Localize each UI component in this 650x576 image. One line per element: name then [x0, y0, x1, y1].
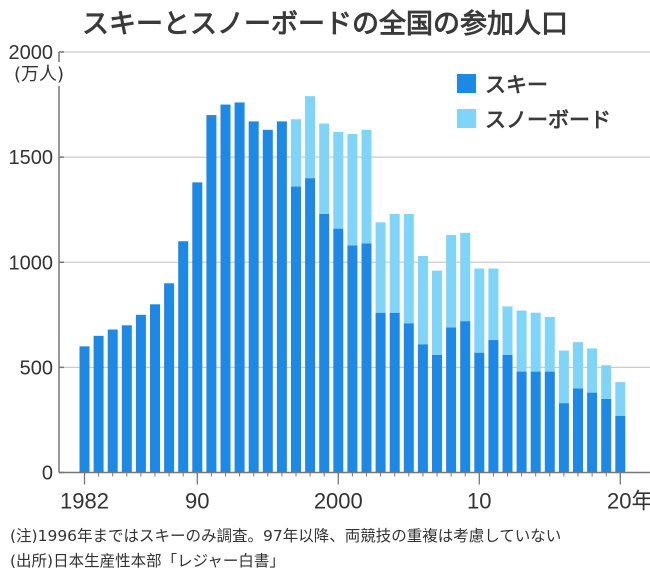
- legend-label-snowboard: スノーボード: [485, 108, 611, 132]
- bar-snowboard-2013: [516, 310, 527, 372]
- chart-title: スキーとスノーボードの全国の参加人口: [82, 9, 568, 40]
- legend-label-ski: スキー: [485, 73, 548, 97]
- bar-snowboard-2005: [403, 213, 414, 324]
- bar-snowboard-2004: [389, 213, 400, 313]
- bar-snowboard-2009: [460, 232, 471, 322]
- bar-ski-2007: [432, 354, 442, 473]
- bar-ski-1990: [192, 182, 203, 473]
- bar-snowboard-1999: [319, 123, 330, 214]
- bars: [79, 96, 626, 473]
- bar-ski-1986: [135, 314, 146, 473]
- bar-ski-1984: [107, 329, 118, 473]
- bar-ski-2011: [488, 340, 499, 473]
- bar-snowboard-2011: [488, 268, 499, 341]
- bar-ski-1997: [291, 186, 301, 473]
- x-tick-label: 90: [185, 489, 209, 514]
- bar-ski-1988: [164, 283, 175, 473]
- bar-ski-1994: [248, 121, 259, 473]
- x-tick-label: 20年: [607, 489, 650, 514]
- bar-snowboard-2006: [417, 255, 428, 345]
- bar-ski-2009: [460, 321, 471, 473]
- bar-ski-2018: [587, 392, 598, 473]
- x-tick-label: 10: [467, 489, 491, 514]
- bar-ski-2015: [544, 371, 555, 473]
- bar-ski-2019: [601, 398, 612, 473]
- bar-snowboard-2019: [601, 365, 612, 399]
- y-tick-label: 1000: [9, 252, 54, 274]
- bar-ski-2010: [474, 352, 485, 473]
- bar-snowboard-2003: [375, 222, 386, 313]
- bar-ski-2008: [446, 327, 457, 473]
- bar-snowboard-1998: [305, 96, 316, 179]
- bar-ski-2003: [375, 312, 386, 473]
- bar-ski-1993: [234, 102, 245, 473]
- bar-snowboard-2020: [615, 382, 626, 416]
- bar-snowboard-2015: [544, 316, 555, 372]
- bar-ski-1996: [276, 121, 287, 473]
- bar-ski-1985: [121, 325, 132, 473]
- bar-ski-2000: [333, 228, 344, 473]
- bar-ski-2014: [530, 371, 541, 473]
- bar-ski-2012: [502, 354, 513, 473]
- bar-ski-1982: [79, 346, 90, 473]
- bar-ski-2001: [347, 245, 358, 473]
- bar-ski-1991: [206, 115, 217, 473]
- source-note: (出所)日本生産性本部「レジャー白書」: [10, 552, 285, 570]
- bar-ski-1989: [178, 241, 189, 473]
- bar-snowboard-2018: [587, 348, 598, 393]
- y-axis: 0 500 1000 1500 2000: [9, 42, 64, 485]
- bar-ski-1983: [93, 335, 104, 473]
- bar-ski-2017: [573, 388, 583, 473]
- legend-swatch-snowboard: [457, 109, 476, 128]
- x-tick-label: 2000: [314, 489, 363, 514]
- x-tick-label: 1982: [60, 489, 109, 514]
- bar-ski-2006: [417, 344, 428, 473]
- y-tick-label: 500: [20, 357, 53, 379]
- bar-ski-2020: [615, 415, 626, 473]
- y-axis-unit: (万人): [14, 64, 64, 85]
- y-tick-label: 1500: [9, 147, 54, 169]
- bar-ski-1995: [262, 129, 273, 473]
- bar-ski-2013: [516, 371, 527, 473]
- bar-ski-1998: [305, 178, 316, 473]
- bar-ski-1992: [220, 104, 231, 473]
- bar-ski-1987: [150, 304, 160, 473]
- bar-snowboard-2000: [333, 131, 344, 229]
- bar-snowboard-2008: [446, 234, 457, 328]
- legend-swatch-ski: [457, 74, 476, 93]
- bar-ski-2016: [558, 403, 569, 473]
- legend: スキー スノーボード: [457, 73, 611, 132]
- bar-snowboard-2001: [347, 133, 358, 246]
- footnote: (注)1996年まではスキーのみ調査。97年以降、両競技の重複は考慮していない: [10, 527, 562, 545]
- bar-ski-2004: [389, 312, 400, 473]
- bar-snowboard-2012: [502, 306, 513, 355]
- bar-snowboard-2016: [558, 350, 569, 404]
- bar-ski-2005: [403, 323, 414, 473]
- bar-snowboard-2010: [474, 268, 485, 353]
- bar-snowboard-1997: [291, 119, 301, 187]
- y-tick-label: 2000: [9, 42, 54, 64]
- bar-snowboard-2002: [361, 129, 372, 244]
- x-axis: 1982 90 2000 10 20年: [59, 471, 650, 514]
- y-tick-label: 0: [42, 463, 53, 485]
- bar-ski-1999: [319, 213, 330, 473]
- bar-snowboard-2014: [530, 312, 541, 372]
- bar-snowboard-2007: [432, 270, 442, 355]
- bar-ski-2002: [361, 243, 372, 473]
- bar-snowboard-2017: [573, 342, 583, 389]
